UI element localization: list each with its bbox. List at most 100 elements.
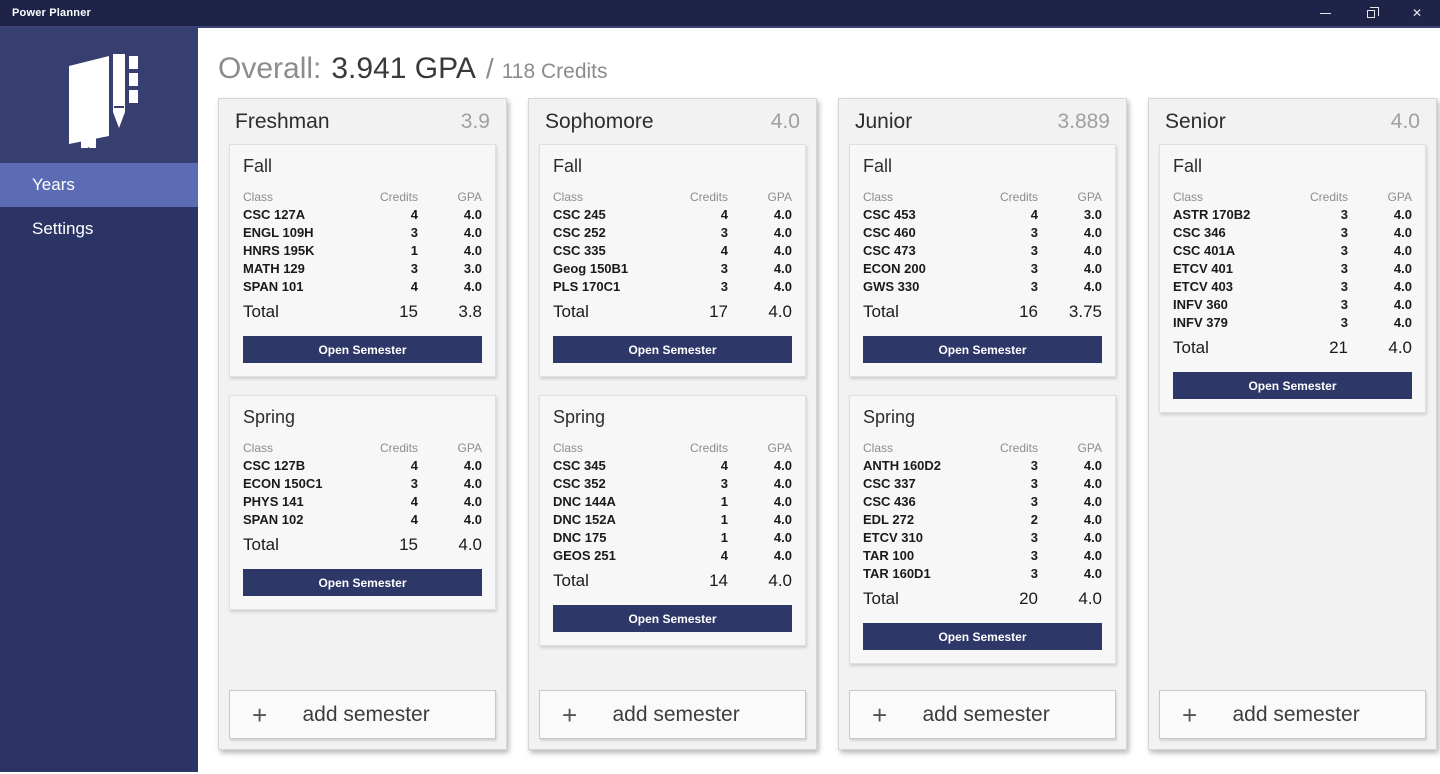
class-credits: 3 [1030,458,1038,473]
class-credits: 3 [1030,225,1038,240]
semester-card: Fall Class Credits GPA CSC 453 4 3.0 CSC 460 3 4.… [849,144,1116,377]
class-row: GWS 330 3 4.0 [863,278,1102,296]
column-header-gpa: GPA [457,441,482,455]
class-gpa: 4.0 [463,476,482,491]
class-row: HNRS 195K 1 4.0 [243,242,482,260]
total-gpa: 4.0 [768,302,792,321]
sidebar-item-years[interactable]: Years [0,163,198,207]
class-row: INFV 379 3 4.0 [1173,314,1412,332]
table-header-row: Class Credits GPA [243,439,482,457]
total-row: Total 14 4.0 [553,569,792,593]
add-semester-button[interactable]: + add semester [539,690,806,739]
class-gpa: 4.0 [773,476,792,491]
class-gpa: 4.0 [773,207,792,222]
class-name: Geog 150B1 [553,261,629,276]
open-semester-button[interactable]: Open Semester [1173,372,1412,399]
minimize-button[interactable] [1302,0,1348,26]
open-semester-button[interactable]: Open Semester [243,336,482,363]
class-gpa: 4.0 [463,243,482,258]
class-row: ECON 150C1 3 4.0 [243,475,482,493]
class-name: SPAN 101 [243,279,304,294]
class-name: CSC 337 [863,476,916,491]
class-credits: 3 [410,225,418,240]
class-name: CSC 352 [553,476,606,491]
class-credits: 4 [720,548,728,563]
class-credits: 4 [720,207,728,222]
class-row: CSC 460 3 4.0 [863,224,1102,242]
class-name: PLS 170C1 [553,279,621,294]
class-row: ETCV 401 3 4.0 [1173,260,1412,278]
total-label: Total [553,302,589,321]
class-gpa: 4.0 [1083,279,1102,294]
plus-icon: + [252,699,268,730]
class-credits: 3 [1030,476,1038,491]
class-row: CSC 453 4 3.0 [863,206,1102,224]
add-semester-button[interactable]: + add semester [229,690,496,739]
class-credits: 3 [1340,261,1348,276]
sidebar-logo-area [0,28,198,163]
class-name: ASTR 170B2 [1173,207,1251,222]
add-semester-label: add semester [302,702,430,726]
class-row: PHYS 141 4 4.0 [243,493,482,511]
plus-icon: + [562,699,578,730]
open-semester-button[interactable]: Open Semester [553,336,792,363]
class-row: CSC 127B 4 4.0 [243,457,482,475]
open-semester-button[interactable]: Open Semester [243,569,482,596]
total-label: Total [1173,338,1209,357]
class-credits: 4 [410,512,418,527]
class-name: MATH 129 [243,261,305,276]
year-header: Junior 3.889 [839,99,1126,142]
year-name: Freshman [235,110,330,133]
open-semester-button[interactable]: Open Semester [863,336,1102,363]
class-name: HNRS 195K [243,243,315,258]
column-header-class: Class [243,190,274,204]
restore-button[interactable] [1348,0,1394,26]
semester-card: Spring Class Credits GPA CSC 127B 4 4.0 ECON 15… [229,395,496,610]
class-row: DNC 175 1 4.0 [553,529,792,547]
class-credits: 1 [720,512,728,527]
class-name: INFV 379 [1173,315,1228,330]
class-name: PHYS 141 [243,494,304,509]
column-header-credits: Credits [999,190,1038,204]
class-name: CSC 252 [553,225,606,240]
overall-label: Overall: [218,52,322,85]
add-semester-button[interactable]: + add semester [1159,690,1426,739]
class-row: ETCV 403 3 4.0 [1173,278,1412,296]
class-credits: 4 [410,279,418,294]
semester-title: Spring [863,407,916,427]
year-header: Freshman 3.9 [219,99,506,142]
column-header-class: Class [1173,190,1204,204]
total-gpa: 3.8 [458,302,482,321]
open-semester-button[interactable]: Open Semester [553,605,792,632]
total-credits: 17 [709,302,728,321]
class-credits: 3 [1030,243,1038,258]
class-gpa: 4.0 [463,207,482,222]
class-gpa: 4.0 [773,530,792,545]
total-credits: 15 [399,302,418,321]
class-credits: 3 [720,261,728,276]
add-semester-button[interactable]: + add semester [849,690,1116,739]
class-row: ANTH 160D2 3 4.0 [863,457,1102,475]
class-row: CSC 252 3 4.0 [553,224,792,242]
close-button[interactable]: ✕ [1394,0,1440,26]
class-name: CSC 335 [553,243,606,258]
class-gpa: 4.0 [1083,512,1102,527]
column-spacer [1149,429,1436,690]
table-header-row: Class Credits GPA [863,188,1102,206]
total-row: Total 16 3.75 [863,300,1102,324]
class-gpa: 4.0 [773,512,792,527]
class-credits: 2 [1030,512,1038,527]
open-semester-button[interactable]: Open Semester [863,623,1102,650]
class-gpa: 4.0 [1083,225,1102,240]
class-gpa: 4.0 [463,225,482,240]
class-row: CSC 401A 3 4.0 [1173,242,1412,260]
class-credits: 3 [410,261,418,276]
class-credits: 3 [1340,243,1348,258]
year-gpa-value: 4.0 [1390,110,1420,133]
semester-card: Fall Class Credits GPA ASTR 170B2 3 4.0 CSC 346… [1159,144,1426,413]
class-gpa: 4.0 [773,225,792,240]
class-name: CSC 436 [863,494,916,509]
sidebar-item-settings[interactable]: Settings [0,207,198,251]
class-gpa: 4.0 [1083,566,1102,581]
class-name: CSC 127B [243,458,306,473]
